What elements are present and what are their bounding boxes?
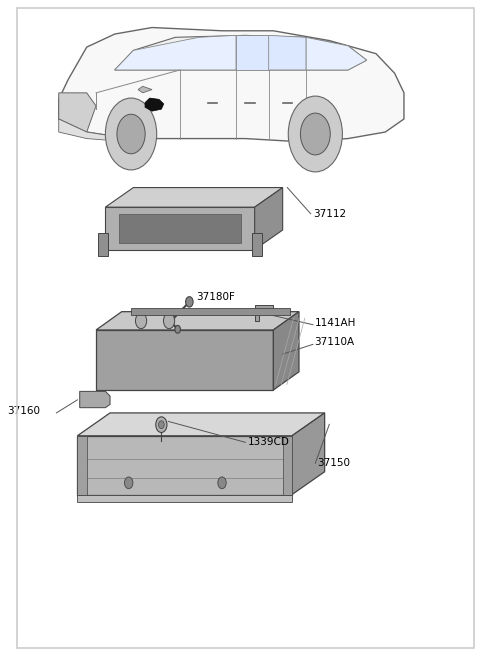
Circle shape bbox=[135, 313, 147, 329]
Polygon shape bbox=[145, 98, 164, 111]
Polygon shape bbox=[252, 234, 262, 256]
Circle shape bbox=[300, 113, 330, 155]
Circle shape bbox=[218, 477, 226, 489]
Circle shape bbox=[158, 420, 164, 428]
Polygon shape bbox=[59, 93, 96, 132]
Text: 1141AH: 1141AH bbox=[314, 318, 356, 328]
Text: 1339CD: 1339CD bbox=[248, 438, 289, 447]
Polygon shape bbox=[106, 207, 255, 250]
Polygon shape bbox=[255, 188, 283, 250]
Polygon shape bbox=[306, 37, 367, 70]
Polygon shape bbox=[77, 436, 87, 495]
Text: 37150: 37150 bbox=[318, 459, 351, 468]
Text: 37180F: 37180F bbox=[196, 292, 235, 302]
Polygon shape bbox=[236, 35, 269, 70]
Text: 37160: 37160 bbox=[7, 406, 40, 416]
Polygon shape bbox=[59, 119, 129, 142]
Polygon shape bbox=[292, 413, 324, 495]
Polygon shape bbox=[273, 312, 299, 390]
Polygon shape bbox=[255, 305, 273, 321]
Polygon shape bbox=[106, 188, 283, 207]
Circle shape bbox=[175, 325, 180, 333]
Polygon shape bbox=[80, 392, 110, 407]
Circle shape bbox=[186, 297, 193, 307]
Polygon shape bbox=[131, 308, 289, 315]
Polygon shape bbox=[269, 35, 306, 70]
Circle shape bbox=[117, 114, 145, 154]
Polygon shape bbox=[77, 436, 292, 495]
Polygon shape bbox=[138, 87, 152, 93]
Polygon shape bbox=[77, 413, 324, 436]
Circle shape bbox=[288, 96, 342, 172]
Circle shape bbox=[156, 417, 167, 432]
Circle shape bbox=[106, 98, 156, 170]
Polygon shape bbox=[59, 28, 404, 142]
Circle shape bbox=[124, 477, 133, 489]
Polygon shape bbox=[120, 214, 240, 243]
Polygon shape bbox=[96, 330, 273, 390]
Polygon shape bbox=[115, 35, 236, 70]
Polygon shape bbox=[77, 495, 292, 502]
Circle shape bbox=[164, 313, 175, 329]
Polygon shape bbox=[283, 436, 292, 495]
Text: 37110A: 37110A bbox=[314, 337, 355, 348]
Polygon shape bbox=[115, 35, 367, 70]
Text: 37112: 37112 bbox=[313, 209, 346, 218]
Polygon shape bbox=[96, 312, 299, 330]
Polygon shape bbox=[98, 234, 108, 256]
